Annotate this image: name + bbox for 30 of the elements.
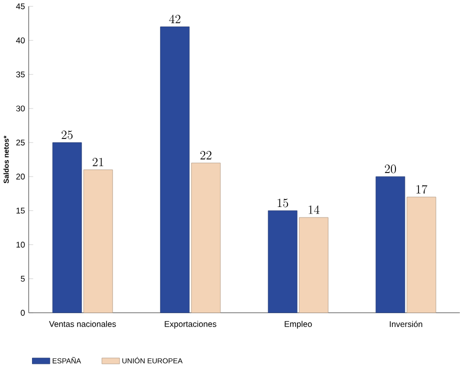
data-label: 22 xyxy=(200,151,212,160)
bar xyxy=(268,210,298,313)
data-label: 15 xyxy=(278,198,288,208)
data-label: 17 xyxy=(416,184,428,194)
data-label: 20 xyxy=(384,164,396,174)
y-tick-label: 40 xyxy=(16,37,25,44)
y-tick-label: 5 xyxy=(20,276,25,282)
x-tick-label: Empleo xyxy=(284,320,312,329)
y-tick-label: 35 xyxy=(16,71,25,78)
data-label: 21 xyxy=(92,158,104,166)
bar xyxy=(298,217,328,313)
bar xyxy=(191,162,221,313)
y-tick-label: 10 xyxy=(16,242,25,248)
data-label: 25 xyxy=(62,130,73,140)
bar xyxy=(83,170,113,313)
y-tick-label: 0 xyxy=(20,310,25,316)
y-tick-label: 25 xyxy=(16,140,25,146)
data-label: 42 xyxy=(169,14,180,24)
bar xyxy=(406,196,436,313)
x-tick-label: Exportaciones xyxy=(164,320,216,329)
bar xyxy=(376,176,406,313)
y-tick-label: 30 xyxy=(16,106,25,112)
y-tick-label: 15 xyxy=(16,208,25,214)
bar xyxy=(52,142,82,313)
x-tick-label: Inversión xyxy=(390,320,422,328)
bar xyxy=(160,26,190,313)
x-tick-label: Ventas nacionales xyxy=(49,320,116,327)
y-tick-label: 45 xyxy=(16,3,25,10)
data-label: 14 xyxy=(308,205,320,214)
y-tick-label: 20 xyxy=(16,174,25,180)
